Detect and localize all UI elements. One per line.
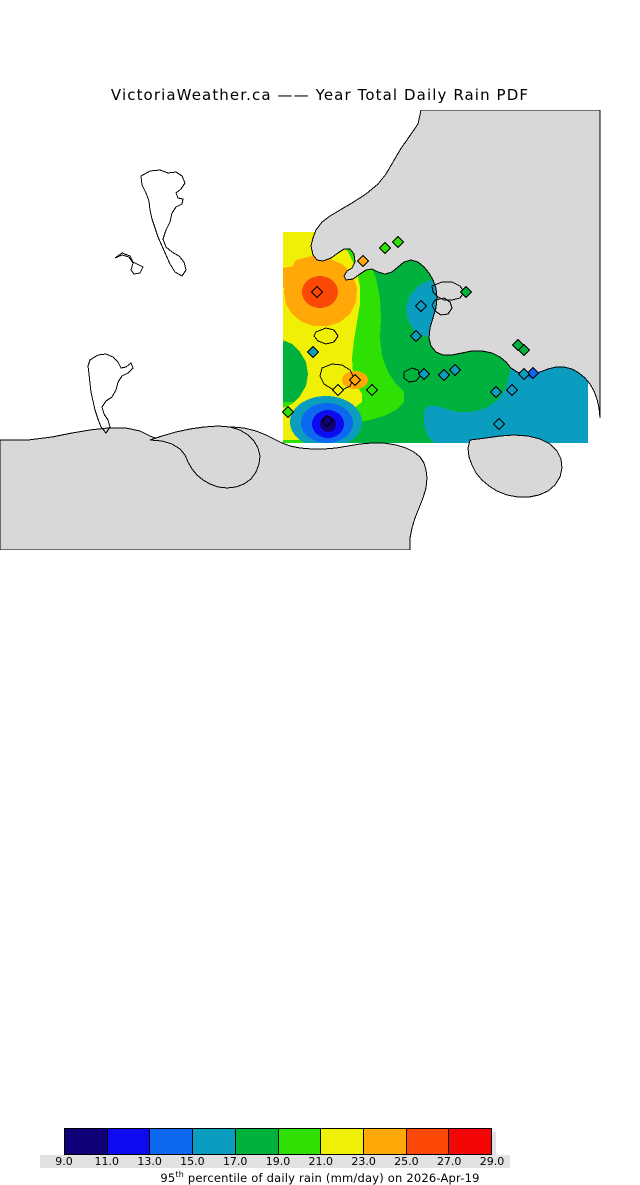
- station-marker[interactable]: [348, 373, 362, 387]
- station-marker[interactable]: [505, 383, 519, 397]
- station-marker[interactable]: [414, 299, 428, 313]
- station-marker[interactable]: [459, 285, 473, 299]
- land-east-island: [467, 434, 563, 498]
- caption-superscript: th: [175, 1170, 185, 1179]
- station-marker[interactable]: [492, 417, 506, 431]
- station-marker[interactable]: [489, 385, 503, 399]
- land-north-east: [310, 110, 601, 419]
- colorbar-tick-25.0: 25.0: [394, 1155, 419, 1168]
- colorbar-tick-13.0: 13.0: [137, 1155, 162, 1168]
- island-inner-mid: [319, 363, 355, 391]
- landmass-group: [0, 110, 601, 550]
- rain-contour-map[interactable]: [0, 110, 640, 550]
- caption-prefix: 95: [160, 1170, 176, 1185]
- island-northeast-small-2: [431, 297, 453, 316]
- colorbar-segment-1[interactable]: [107, 1129, 151, 1154]
- colorbar-segment-6[interactable]: [321, 1129, 364, 1154]
- map-canvas: [0, 110, 640, 550]
- station-marker[interactable]: [409, 329, 423, 343]
- colorbar-segment-5[interactable]: [278, 1129, 322, 1154]
- colorbar-tick-19.0: 19.0: [265, 1155, 291, 1168]
- colorbar-segment-7[interactable]: [363, 1129, 407, 1154]
- station-marker[interactable]: [378, 241, 392, 255]
- station-marker[interactable]: [281, 405, 295, 419]
- station-marker[interactable]: [306, 345, 320, 359]
- page-root: VictoriaWeather.ca —— Year Total Daily R…: [0, 86, 640, 1185]
- colorbar-tick-11.0: 11.0: [94, 1155, 120, 1168]
- station-marker[interactable]: [331, 383, 345, 397]
- station-marker[interactable]: [365, 383, 379, 397]
- land-south-peninsula: [149, 425, 261, 489]
- station-marker[interactable]: [310, 285, 324, 299]
- island-north: [140, 169, 187, 277]
- colorbar-tick-21.0: 21.0: [308, 1155, 334, 1168]
- caption-rest: percentile of daily rain (mm/day) on 202…: [184, 1170, 480, 1185]
- station-markers-group[interactable]: [281, 235, 540, 431]
- island-north-tip: [114, 252, 144, 275]
- land-south-mainland: [0, 426, 428, 550]
- colorbar-tick-17.0: 17.0: [222, 1155, 248, 1168]
- station-marker[interactable]: [320, 414, 334, 428]
- colorbar-segment-8[interactable]: [406, 1129, 450, 1154]
- contour-patch-23-25-nw: [283, 266, 300, 288]
- colorbar-tick-labels: 9.0 11.0 13.0 15.0 17.0 19.0 21.0 23.0 25.0 27.0 2…: [0, 1155, 640, 1171]
- colorbar-tick-23.0: 23.0: [351, 1155, 376, 1168]
- station-marker[interactable]: [417, 367, 431, 381]
- island-inner-small: [313, 327, 339, 345]
- island-west: [87, 353, 134, 434]
- station-marker[interactable]: [391, 235, 405, 249]
- colorbar-tick-15.0: 15.0: [180, 1155, 205, 1168]
- station-marker[interactable]: [437, 368, 451, 382]
- offshore-islands-group: [87, 169, 465, 434]
- colorbar-segment-0[interactable]: [65, 1129, 108, 1154]
- colorbar-tick-27.0: 27.0: [436, 1155, 462, 1168]
- colorbar-segment-3[interactable]: [193, 1129, 236, 1154]
- station-marker[interactable]: [517, 343, 531, 357]
- station-marker[interactable]: [448, 363, 462, 377]
- colorbar-segment-2[interactable]: [150, 1129, 194, 1154]
- colorbar-caption: 95th percentile of daily rain (mm/day) o…: [0, 1170, 640, 1185]
- colorbar-tick-29.0: 29.0: [479, 1155, 505, 1168]
- island-northeast-small: [431, 281, 465, 301]
- colorbar-segment-9[interactable]: [449, 1129, 492, 1154]
- colorbar-segment-4[interactable]: [235, 1129, 279, 1154]
- island-central-small: [403, 367, 421, 383]
- station-marker[interactable]: [526, 366, 540, 380]
- colorbar-tick-9.0: 9.0: [55, 1155, 73, 1168]
- station-marker[interactable]: [356, 254, 370, 268]
- station-marker[interactable]: [517, 367, 531, 381]
- rain-colorbar[interactable]: [64, 1128, 492, 1155]
- page-title: VictoriaWeather.ca —— Year Total Daily R…: [110, 86, 530, 104]
- colorbar-section: 9.0 11.0 13.0 15.0 17.0 19.0 21.0 23.0 25.0 27.0 2…: [0, 560, 640, 1185]
